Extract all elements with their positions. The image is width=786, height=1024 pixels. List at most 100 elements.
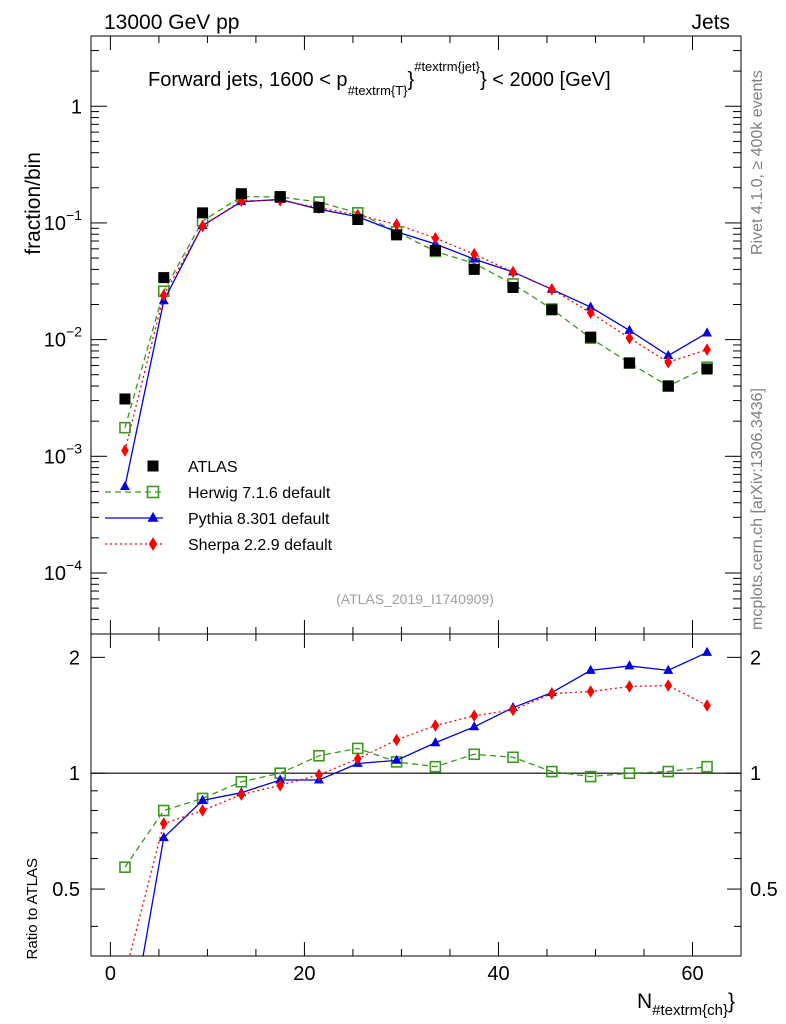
ratio-plot-frame bbox=[90, 633, 742, 957]
series-line-sherpa bbox=[124, 199, 708, 451]
legend-label-sherpa: Sherpa 2.2.9 default bbox=[188, 537, 333, 554]
ratio-point-pythia bbox=[663, 664, 674, 674]
ratio-line-pythia bbox=[142, 651, 708, 956]
y-tick-label-exp: −2 bbox=[66, 324, 82, 340]
ratio-point-herwig bbox=[584, 770, 597, 783]
chart-title: Forward jets, 1600 < p#textrm{T}}#textrm… bbox=[148, 59, 611, 98]
data-point-pythia bbox=[702, 327, 713, 337]
ratio-point-sherpa bbox=[703, 699, 711, 712]
ratio-point-herwig bbox=[235, 775, 248, 788]
ratio-point-herwig bbox=[157, 804, 170, 817]
series-line-herwig bbox=[124, 195, 708, 428]
ratio-point-sherpa bbox=[237, 788, 246, 801]
data-point-sherpa bbox=[586, 306, 595, 319]
data-point-sherpa bbox=[509, 265, 517, 279]
y-tick-label: 10−1 bbox=[44, 207, 82, 235]
ratio-series-herwig bbox=[119, 742, 713, 873]
ratio-y-tick-label-right: 0.5 bbox=[750, 879, 778, 901]
data-point-pythia bbox=[663, 349, 674, 360]
data-point-atlas bbox=[313, 201, 325, 213]
data-point-atlas bbox=[662, 380, 674, 392]
ratio-y-tick-label-right: 1 bbox=[750, 763, 761, 785]
y-tick-label-base: 10 bbox=[44, 213, 66, 235]
ratio-y-tick-label: 1 bbox=[69, 763, 80, 785]
x-axis-label-main: N bbox=[637, 990, 652, 1013]
ratio-point-pythia bbox=[158, 832, 169, 842]
y-tick-label-exp: −4 bbox=[66, 557, 82, 573]
ratio-point-sherpa bbox=[198, 804, 207, 817]
y-tick-label-base: 10 bbox=[44, 330, 66, 352]
x-axis-label: N#textrm{ch}} bbox=[637, 990, 735, 1019]
x-tick-label: 20 bbox=[293, 963, 315, 985]
ratio-point-sherpa bbox=[315, 768, 323, 782]
title-brace: } bbox=[408, 69, 415, 91]
data-point-atlas bbox=[235, 188, 247, 200]
legend-label-atlas: ATLAS bbox=[188, 459, 238, 476]
data-point-atlas bbox=[119, 393, 131, 405]
legend-marker-sherpa bbox=[148, 537, 158, 551]
y-tick-label: 10−3 bbox=[44, 440, 82, 468]
legend-label-herwig: Herwig 7.1.6 default bbox=[188, 485, 331, 502]
data-point-atlas bbox=[507, 281, 519, 293]
ratio-y-tick-label: 2 bbox=[69, 647, 80, 669]
x-axis-label-sub: #textrm{ch} bbox=[652, 1002, 728, 1019]
data-point-atlas bbox=[546, 304, 558, 316]
legend-label-pythia: Pythia 8.301 default bbox=[188, 511, 330, 528]
series-herwig bbox=[119, 190, 713, 434]
ratio-point-pythia bbox=[197, 794, 208, 804]
ratio-point-herwig bbox=[546, 765, 558, 778]
x-tick-label: 0 bbox=[105, 963, 116, 985]
title-brace-2: } bbox=[480, 69, 487, 91]
ratio-series-sherpa bbox=[121, 679, 711, 981]
x-tick-label: 60 bbox=[681, 963, 703, 985]
data-point-atlas bbox=[585, 331, 597, 343]
data-point-pythia bbox=[624, 324, 635, 334]
ratio-point-sherpa bbox=[121, 968, 129, 981]
ratio-point-herwig bbox=[119, 861, 131, 873]
header-left: 13000 GeV pp bbox=[104, 11, 239, 34]
side-label-top: Rivet 4.1.0, ≥ 400k events bbox=[749, 70, 766, 255]
data-point-sherpa bbox=[121, 444, 129, 457]
ratio-point-herwig bbox=[313, 749, 325, 762]
ratio-point-herwig bbox=[623, 767, 636, 780]
ratio-point-herwig bbox=[507, 751, 519, 764]
header-right: Jets bbox=[691, 11, 730, 34]
legend-marker-pythia bbox=[147, 511, 159, 522]
side-label-bottom: mcplots.cern.ch [arXiv:1306.3436] bbox=[749, 388, 766, 630]
legend-item-sherpa: Sherpa 2.2.9 default bbox=[105, 537, 333, 554]
ratio-point-pythia bbox=[585, 664, 596, 674]
y-tick-label: 10−2 bbox=[44, 324, 82, 352]
data-point-sherpa bbox=[392, 218, 401, 231]
ratio-point-herwig bbox=[429, 760, 442, 773]
data-point-sherpa bbox=[664, 355, 673, 369]
series-pythia bbox=[119, 193, 713, 491]
ratio-panel-series bbox=[119, 646, 713, 981]
data-point-atlas bbox=[352, 214, 364, 226]
legend-marker-herwig bbox=[146, 485, 160, 499]
ratio-series-pythia bbox=[142, 646, 713, 956]
ratio-point-sherpa bbox=[470, 709, 479, 723]
x-tick-label: 40 bbox=[487, 963, 509, 985]
data-point-atlas bbox=[391, 229, 403, 241]
y-tick-label-base: 1 bbox=[71, 96, 82, 118]
y-axis-label-top: fraction/bin bbox=[22, 152, 45, 255]
ratio-point-sherpa bbox=[509, 703, 517, 717]
ratio-point-herwig bbox=[662, 765, 675, 778]
y-tick-label-base: 10 bbox=[44, 446, 66, 468]
ratio-line-herwig bbox=[124, 747, 708, 868]
ratio-point-pythia bbox=[702, 646, 713, 656]
ratio-point-pythia bbox=[430, 737, 441, 747]
ratio-point-pythia bbox=[624, 660, 635, 670]
title-main: Forward jets, 1600 < p bbox=[148, 69, 348, 91]
data-point-atlas bbox=[274, 191, 286, 203]
y-tick-label: 10−4 bbox=[44, 557, 82, 585]
ratio-point-herwig bbox=[701, 760, 713, 773]
y-tick-label-exp: −3 bbox=[66, 440, 82, 456]
ratio-point-herwig bbox=[468, 748, 481, 761]
legend-item-pythia: Pythia 8.301 default bbox=[105, 511, 330, 528]
legend-item-herwig: Herwig 7.1.6 default bbox=[105, 485, 331, 502]
x-axis-label-brace: } bbox=[728, 990, 735, 1013]
data-point-atlas bbox=[197, 207, 209, 219]
ratio-y-tick-label: 0.5 bbox=[52, 879, 80, 901]
